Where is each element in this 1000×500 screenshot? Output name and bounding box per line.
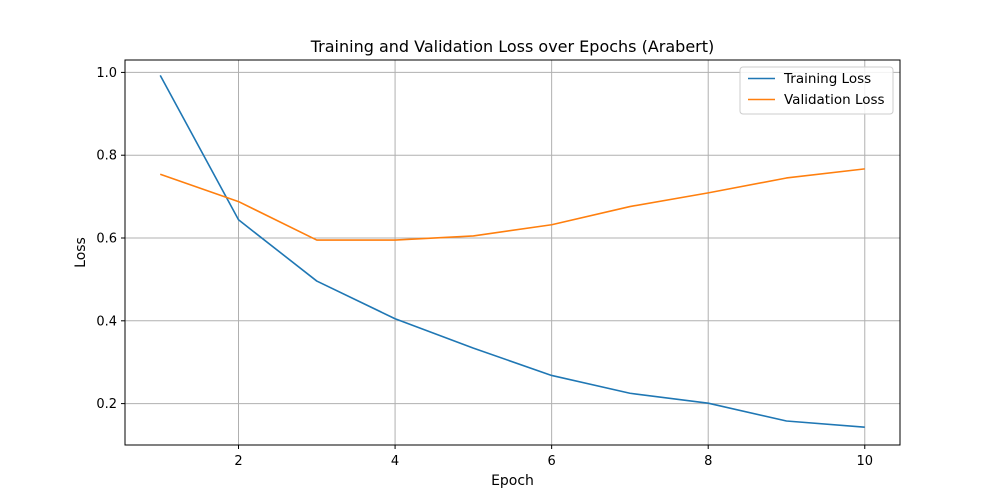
y-tick-label: 0.4 bbox=[96, 314, 117, 329]
x-tick-label: 10 bbox=[856, 454, 873, 469]
y-tick-label: 0.6 bbox=[96, 232, 117, 247]
y-tick-label: 0.8 bbox=[96, 149, 117, 164]
legend-box bbox=[739, 66, 894, 115]
y-tick-label: 0.2 bbox=[96, 397, 117, 412]
training-loss-legend-label: Training Loss bbox=[783, 71, 871, 87]
y-tick-label: 1.0 bbox=[96, 66, 117, 81]
y-axis-label: Loss bbox=[73, 237, 89, 268]
validation-loss-legend-label: Validation Loss bbox=[784, 92, 885, 108]
validation-loss-line bbox=[159, 168, 865, 241]
x-axis-label: Epoch bbox=[491, 473, 534, 489]
x-tick-label: 8 bbox=[704, 454, 712, 469]
training-loss-line bbox=[159, 74, 865, 428]
x-tick-label: 6 bbox=[548, 454, 556, 469]
x-tick-label: 4 bbox=[391, 454, 399, 469]
legend: Training Loss Validation Loss bbox=[739, 66, 894, 115]
series-layer bbox=[159, 74, 865, 428]
tick-layer: 2 4 6 8 10 0.2 0.4 0.6 0.8 1.0 bbox=[96, 66, 873, 469]
x-tick-label: 2 bbox=[234, 454, 242, 469]
grid-layer bbox=[125, 60, 900, 445]
plot-frame bbox=[124, 59, 901, 446]
chart-title: Training and Validation Loss over Epochs… bbox=[310, 37, 715, 56]
